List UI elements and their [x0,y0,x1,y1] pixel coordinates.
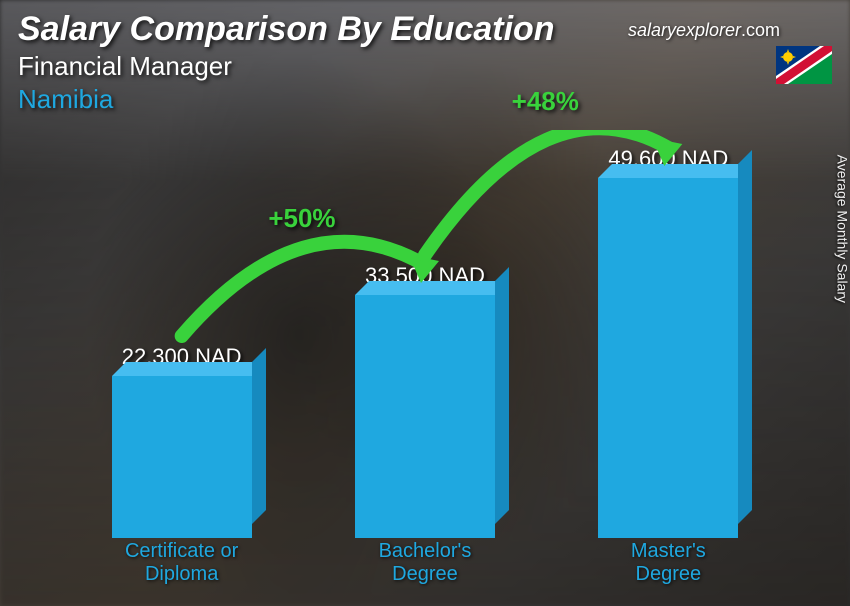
y-axis-label: Average Monthly Salary [834,155,850,303]
increase-arrow-1 [60,130,790,538]
watermark-domain: .com [741,20,780,40]
x-label-1: Bachelor'sDegree [325,540,525,588]
increase-pct-1: +48% [512,86,579,117]
increase-arrows: +50%+48% [60,130,790,538]
bar-chart: 22,300 NAD33,500 NAD49,600 NAD Certifica… [60,130,790,588]
chart-country: Namibia [18,84,832,115]
increase-arrow-0 [60,130,790,538]
x-label-0: Certificate orDiploma [82,540,282,588]
x-axis-labels: Certificate orDiploma Bachelor'sDegree Mas… [60,540,790,588]
x-label-2: Master'sDegree [568,540,768,588]
chart-subtitle: Financial Manager [18,51,832,82]
increase-pct-0: +50% [268,203,335,234]
watermark-text: salaryexplorer [628,20,741,40]
watermark: salaryexplorer.com [628,20,780,41]
namibia-flag-icon [776,46,832,84]
